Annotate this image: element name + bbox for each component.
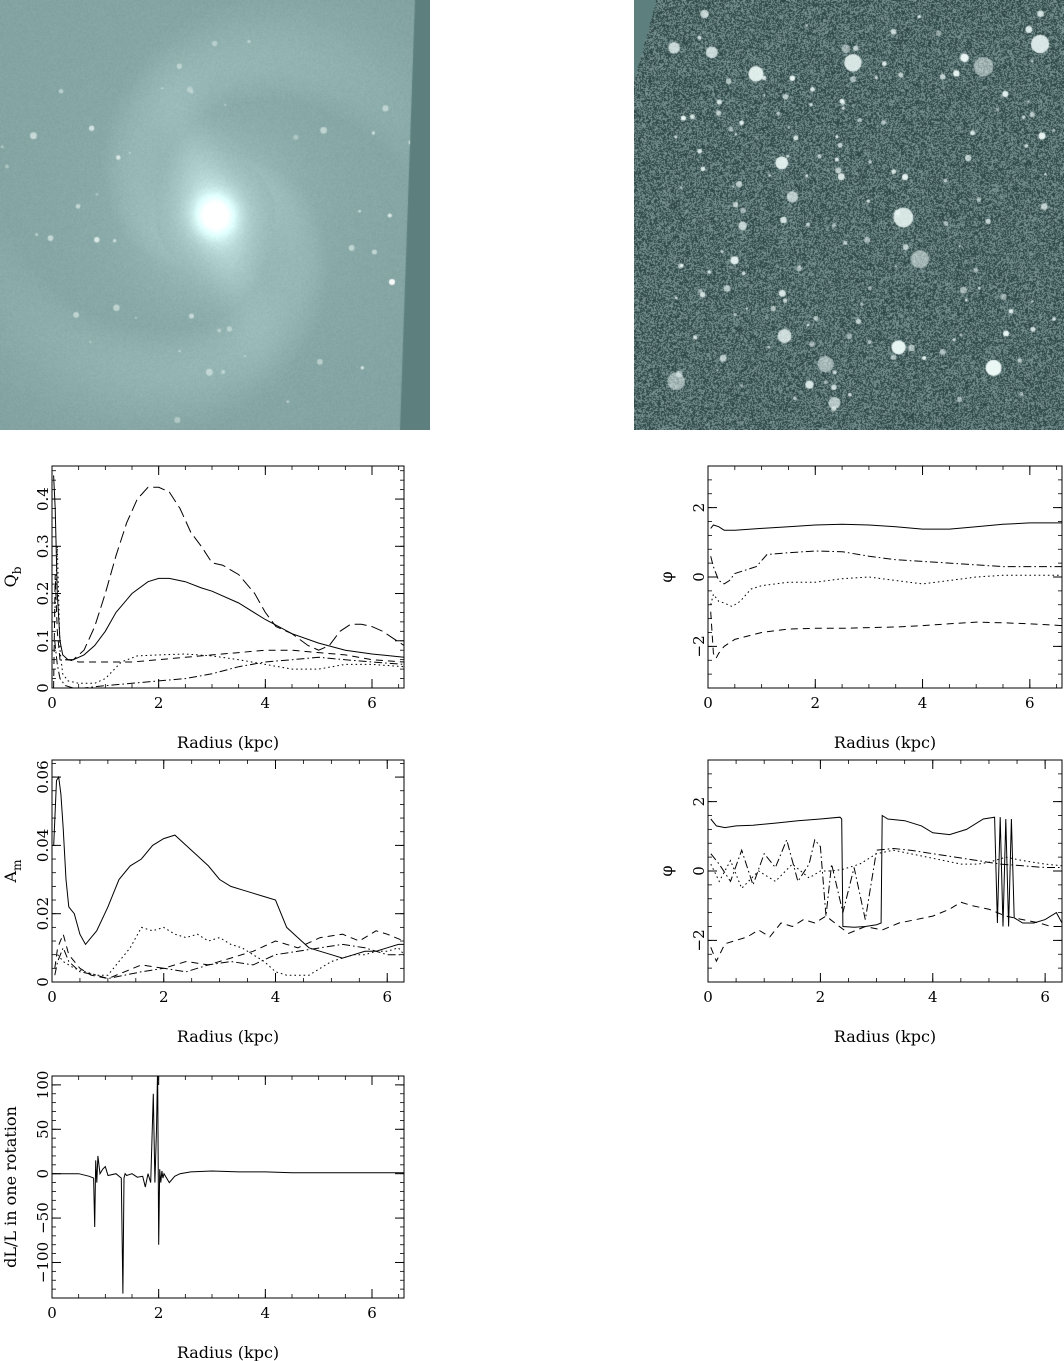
series-line-dashed [710,901,1062,963]
x-tick-label: 2 [159,988,169,1006]
x-tick-label: 4 [261,1304,271,1322]
y-axis-label: dL/L in one rotation [1,1106,20,1268]
series-line-dashdot [710,838,1062,920]
y-tick-label: −2 [690,929,708,951]
x-tick-label: 0 [703,988,713,1006]
series-line-dotted [710,849,1062,890]
chart-am: 0 2 4 6 0 0.02 0.04 0.06 Radius (kpc) Am [1,759,405,1046]
y-axis-label: φ [657,571,676,582]
y-tick-label: 0 [34,977,52,987]
y-axis-label: φ [657,865,676,876]
x-axis-label: Radius (kpc) [177,733,279,752]
plot-frame [51,1075,405,1299]
series-line-solid [53,475,404,661]
y-tick-label: 50 [34,1120,52,1139]
series-line-dashed [710,611,1062,660]
x-tick-label: 4 [261,694,271,712]
plot-frame [51,465,405,689]
chart-phase1: 0 2 4 6 −2 0 2 Radius (kpc) φ [657,465,1063,752]
series-line-dashdot [710,550,1062,585]
series-line-solid [710,522,1062,531]
y-tick-label: 0.4 [34,487,52,511]
y-tick-label: 0 [34,1169,52,1179]
galaxy-optical-image [0,0,430,430]
x-tick-label: 6 [367,1304,377,1322]
series-line-solid [52,1076,404,1294]
y-axis-label-subscript: m [10,859,24,871]
y-tick-label: 2 [690,797,708,807]
series-line-longdash [65,486,404,661]
x-axis-label: Radius (kpc) [177,1343,279,1361]
x-tick-label: 2 [810,694,820,712]
x-tick-label: 0 [47,1304,57,1322]
galaxy-residual-image [634,0,1064,430]
x-tick-label: 6 [1040,988,1050,1006]
series-line-dashed [53,574,404,688]
series-line-dotted [57,926,404,976]
chart-phase2: 0 2 4 6 −2 0 2 Radius (kpc) φ [657,759,1063,1046]
series-line-dashdot [54,640,404,688]
x-tick-label: 2 [154,694,164,712]
y-tick-label: 2 [690,503,708,513]
chart-qb: 0 2 4 6 0 0.1 0.2 0.3 0.4 Radius (kpc) Qb [1,465,405,752]
x-tick-label: 4 [928,988,938,1006]
plot-frame [707,465,1063,689]
y-tick-label: 100 [34,1071,52,1100]
plot-frame [51,759,405,983]
series-line-dashed [54,930,404,980]
y-tick-label: −50 [34,1202,52,1234]
y-tick-label: −100 [34,1242,52,1283]
y-tick-label: 0.02 [34,897,52,930]
plot-frame [707,759,1063,983]
x-tick-label: 6 [1025,694,1035,712]
x-tick-label: 0 [47,694,57,712]
x-tick-label: 6 [382,988,392,1006]
chart-dl: 0 2 4 6 −100 −50 0 50 100 Radius (kpc) dL/L in one… [1,1071,405,1361]
x-axis-label: Radius (kpc) [834,1027,936,1046]
y-axis-label-subscript: b [10,566,24,574]
y-axis-label: Qb [1,566,24,587]
y-tick-label: 0 [690,866,708,876]
y-tick-label: 0 [34,683,52,693]
y-tick-label: 0.3 [34,534,52,558]
x-axis-label: Radius (kpc) [834,733,936,752]
y-axis-label: Am [1,859,24,884]
y-tick-label: 0.06 [34,760,52,793]
y-tick-label: −2 [690,635,708,657]
series-line-solid [710,814,1062,928]
x-tick-label: 2 [816,988,826,1006]
series-line-dotted [54,546,404,684]
series-line-dotted [710,574,1062,608]
x-tick-label: 0 [47,988,57,1006]
x-tick-label: 2 [154,1304,164,1322]
series-line-solid [53,775,404,959]
x-tick-label: 4 [271,988,281,1006]
y-tick-label: 0.1 [34,629,52,653]
x-tick-label: 6 [367,694,377,712]
x-axis-label: Radius (kpc) [177,1027,279,1046]
series-line-dashdot [54,943,404,980]
x-tick-label: 0 [703,694,713,712]
y-tick-label: 0 [690,572,708,582]
y-tick-label: 0.04 [34,829,52,862]
y-tick-label: 0.2 [34,582,52,606]
x-tick-label: 4 [918,694,928,712]
